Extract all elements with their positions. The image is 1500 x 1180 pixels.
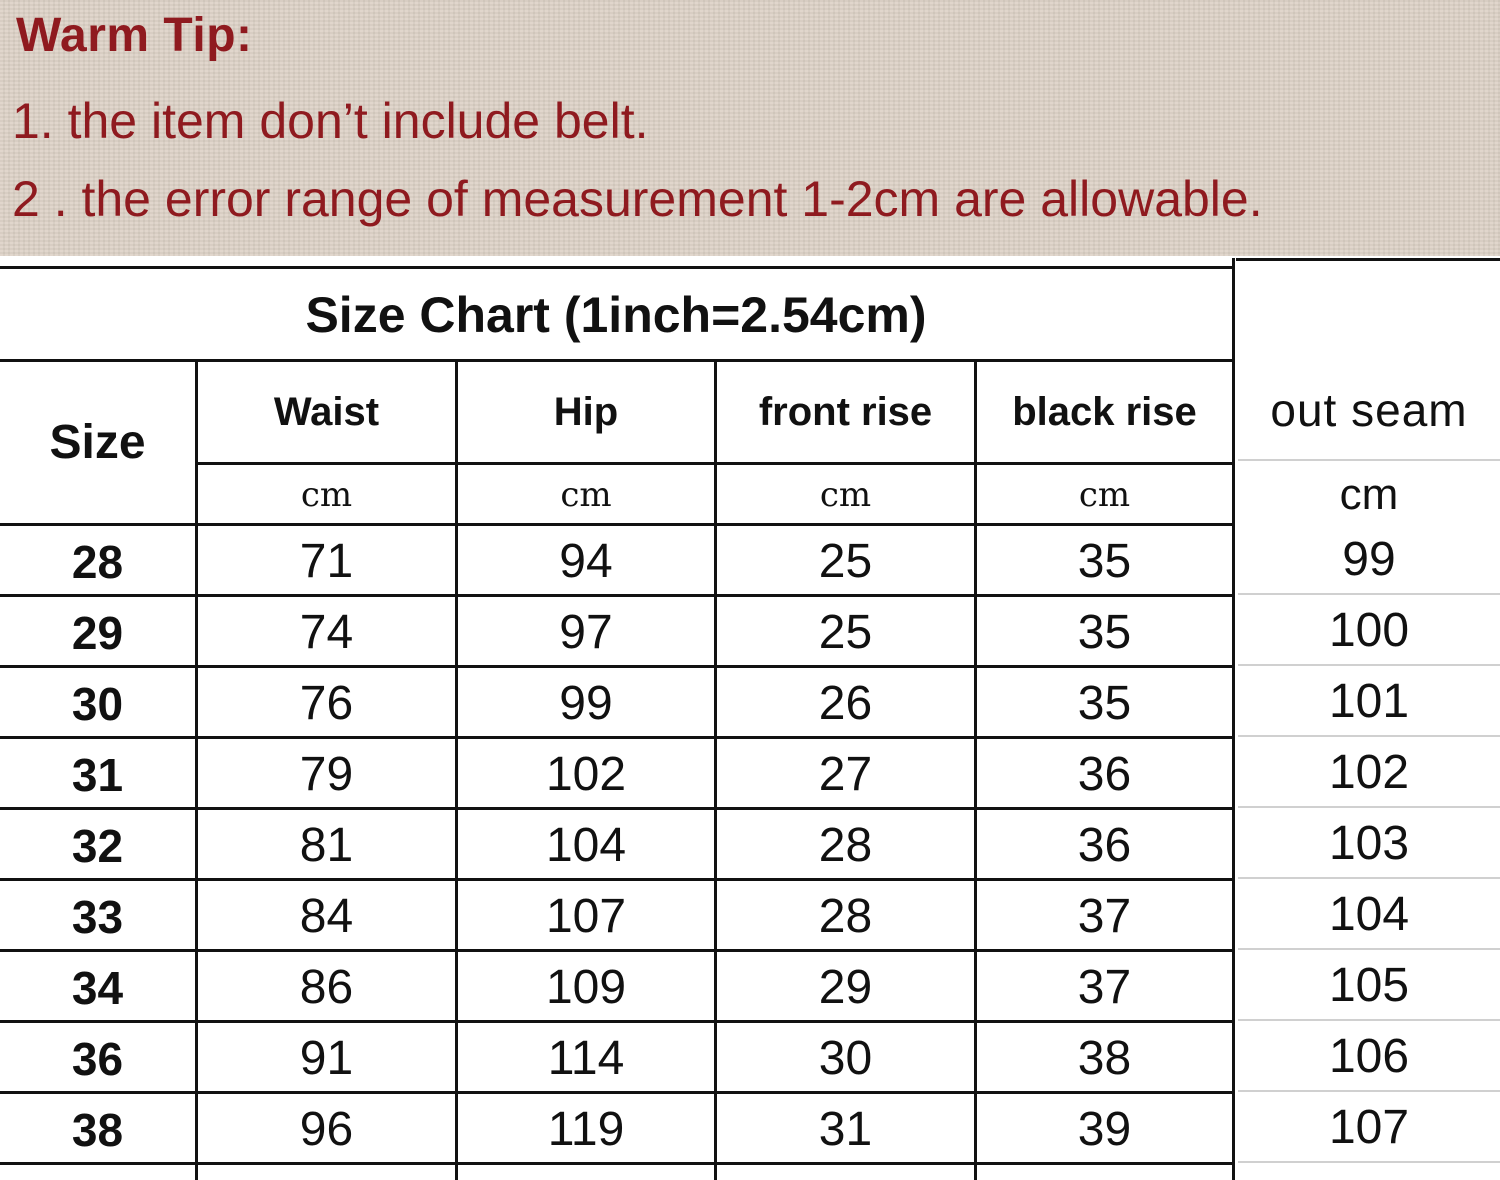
out-seam-row-divider <box>1238 877 1500 879</box>
unit-back-rise: cm <box>1078 475 1131 515</box>
table-top-border <box>0 266 1232 269</box>
cell-front-rise: 28 <box>818 819 873 872</box>
header-waist: Waist <box>273 389 380 434</box>
cell-out-seam: 100 <box>1328 604 1410 657</box>
out-seam-row-divider <box>1238 948 1500 950</box>
cell-size: 29 <box>71 606 124 659</box>
cell-waist: 76 <box>299 677 354 730</box>
cell-hip: 114 <box>547 1032 625 1085</box>
cell-waist: 74 <box>299 606 354 659</box>
out-seam-header-divider <box>1238 459 1500 461</box>
cell-back-rise: 35 <box>1077 677 1132 730</box>
out-seam-row-divider <box>1238 1019 1500 1021</box>
header-front-rise: front rise <box>758 389 933 434</box>
unit-hip: cm <box>560 475 612 515</box>
cell-front-rise: 29 <box>818 961 873 1014</box>
cell-out-seam: 102 <box>1328 746 1410 799</box>
cell-out-seam: 104 <box>1328 888 1410 941</box>
cell-out-seam: 101 <box>1328 675 1410 728</box>
cell-size: 31 <box>71 748 124 801</box>
cell-size: 38 <box>71 1103 124 1156</box>
cell-waist: 79 <box>299 748 354 801</box>
warm-tip-line-1: 1. the item don’t include belt. <box>12 93 649 149</box>
cell-hip: 109 <box>545 961 627 1014</box>
cell-waist: 91 <box>299 1032 354 1085</box>
cell-hip: 97 <box>559 606 613 659</box>
column-divider-3 <box>714 359 717 1180</box>
title-divider <box>0 359 1232 362</box>
cell-size: 36 <box>71 1032 124 1085</box>
units-row-divider <box>0 523 1232 526</box>
unit-out-seam: cm <box>1339 470 1399 519</box>
out-seam-row-divider <box>1238 593 1500 595</box>
cell-front-rise: 31 <box>818 1103 873 1156</box>
out-seam-top-border <box>1236 258 1500 261</box>
cell-waist: 84 <box>299 890 354 943</box>
column-divider-1 <box>195 359 198 1180</box>
cell-size: 28 <box>71 535 124 588</box>
cell-back-rise: 38 <box>1077 1032 1132 1085</box>
cell-back-rise: 36 <box>1077 748 1132 801</box>
cell-size: 32 <box>71 819 124 872</box>
cell-out-seam: 103 <box>1328 817 1410 870</box>
cell-back-rise: 39 <box>1077 1103 1132 1156</box>
cell-hip: 104 <box>545 819 627 872</box>
cell-front-rise: 26 <box>818 677 873 730</box>
cell-front-rise: 25 <box>818 606 873 659</box>
header-hip: Hip <box>553 389 619 434</box>
row-divider <box>0 736 1232 739</box>
cell-out-seam: 107 <box>1328 1101 1410 1154</box>
column-divider-2 <box>455 359 458 1180</box>
row-divider <box>0 1020 1232 1023</box>
cell-size: 34 <box>71 961 124 1014</box>
cell-waist: 86 <box>299 961 354 1014</box>
row-divider <box>0 949 1232 952</box>
cell-waist: 96 <box>299 1103 354 1156</box>
size-chart-title: Size Chart (1inch=2.54cm) <box>305 286 927 343</box>
header-back-rise: black rise <box>1012 389 1197 434</box>
out-seam-row-divider <box>1238 664 1500 666</box>
cell-back-rise: 36 <box>1077 819 1132 872</box>
unit-front-rise: cm <box>819 475 872 515</box>
out-seam-row-divider <box>1238 1090 1500 1092</box>
cell-back-rise: 37 <box>1077 890 1132 943</box>
cell-size: 33 <box>71 890 124 943</box>
row-divider <box>0 594 1232 597</box>
cell-hip: 119 <box>547 1103 625 1156</box>
cell-front-rise: 27 <box>818 748 873 801</box>
unit-waist: cm <box>300 475 353 515</box>
cell-size: 30 <box>71 677 124 730</box>
cell-hip: 107 <box>545 890 627 943</box>
row-divider <box>0 1091 1232 1094</box>
cell-hip: 94 <box>559 535 613 588</box>
cell-back-rise: 35 <box>1077 606 1132 659</box>
row-divider <box>0 807 1232 810</box>
row-divider <box>0 1162 1232 1165</box>
out-seam-column-border <box>1232 258 1235 1180</box>
warm-tip-banner: Warm Tip: 1. the item don’t include belt… <box>0 0 1500 256</box>
cell-front-rise: 25 <box>818 535 873 588</box>
cell-waist: 71 <box>299 535 354 588</box>
cell-out-seam: 106 <box>1328 1030 1410 1083</box>
cell-back-rise: 37 <box>1077 961 1132 1014</box>
cell-out-seam: 105 <box>1328 959 1410 1012</box>
cell-front-rise: 28 <box>818 890 873 943</box>
cell-front-rise: 30 <box>818 1032 873 1085</box>
cell-out-seam: 99 <box>1342 533 1396 586</box>
cell-hip: 99 <box>559 677 613 730</box>
column-divider-4 <box>974 359 977 1180</box>
cell-hip: 102 <box>545 748 627 801</box>
row-divider <box>0 878 1232 881</box>
out-seam-row-divider <box>1238 806 1500 808</box>
out-seam-row-divider <box>1238 1161 1500 1163</box>
warm-tip-title: Warm Tip: <box>16 9 253 62</box>
row-divider <box>0 665 1232 668</box>
cell-waist: 81 <box>299 819 354 872</box>
warm-tip-line-2: 2 . the error range of measurement 1-2cm… <box>12 171 1263 227</box>
header-size: Size <box>49 415 146 469</box>
cell-back-rise: 35 <box>1077 535 1132 588</box>
out-seam-row-divider <box>1238 735 1500 737</box>
header-out-seam: out seam <box>1270 384 1468 436</box>
